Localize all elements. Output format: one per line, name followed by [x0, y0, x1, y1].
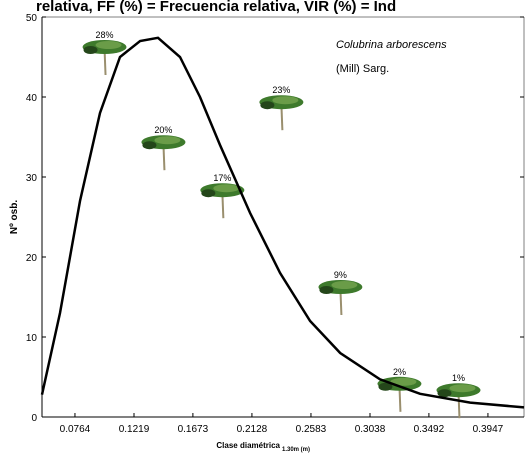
tree-canopy-light	[154, 136, 181, 145]
point-label: 20%	[154, 125, 172, 135]
tree-canopy-dark	[142, 141, 157, 150]
tree-marker	[200, 183, 245, 219]
x-tick-label: 0.1673	[178, 424, 209, 435]
tree-marker	[436, 383, 481, 419]
tree-canopy-dark	[319, 286, 334, 294]
point-label: 23%	[272, 85, 290, 95]
tree-marker	[377, 376, 422, 412]
species-author: (Mill) Sarg.	[336, 63, 389, 75]
y-tick-label: 50	[26, 13, 38, 24]
point-label: 9%	[334, 270, 347, 280]
tree-canopy-dark	[378, 382, 393, 391]
x-tick-label: 0.1219	[119, 424, 150, 435]
y-tick-label: 0	[31, 413, 37, 424]
x-axis-label: Clase diamétrica	[216, 441, 280, 450]
point-label: 17%	[213, 173, 231, 183]
species-name: Colubrina arborescens	[336, 39, 447, 51]
tree-marker	[82, 40, 127, 76]
tree-marker	[259, 95, 304, 131]
y-tick-label: 10	[26, 333, 38, 344]
tree-canopy-light	[449, 384, 476, 393]
y-tick-label: 20	[26, 253, 38, 264]
tree-canopy-dark	[437, 389, 452, 398]
tree-canopy-light	[213, 184, 240, 193]
x-tick-label: 0.3038	[355, 424, 386, 435]
chart-title: relativa, FF (%) = Frecuencia relativa, …	[36, 0, 396, 15]
x-tick-label: 0.3947	[473, 424, 504, 435]
x-tick-label: 0.2583	[296, 424, 327, 435]
tree-canopy-dark	[201, 189, 216, 198]
x-tick-label: 0.3492	[414, 424, 445, 435]
y-axis-label: Nº osb.	[9, 200, 20, 234]
y-tick-label: 30	[26, 173, 38, 184]
tree-canopy-light	[390, 377, 417, 386]
tree-canopy-light	[95, 41, 122, 49]
x-axis-label-sub: 1.30m (m)	[282, 447, 310, 453]
tree-canopy-dark	[83, 46, 98, 54]
tree-canopy-light	[272, 96, 299, 105]
tree-canopy-light	[331, 281, 358, 289]
x-tick-label: 0.0764	[60, 424, 91, 435]
point-label: 28%	[96, 30, 114, 40]
fitted-curve	[40, 36, 525, 409]
x-tick-label: 0.2128	[237, 424, 268, 435]
tree-marker	[318, 280, 363, 316]
tree-marker	[141, 135, 186, 171]
y-tick-label: 40	[26, 93, 38, 104]
point-label: 1%	[452, 373, 465, 383]
tree-canopy-dark	[260, 101, 275, 110]
point-label: 2%	[393, 367, 406, 377]
